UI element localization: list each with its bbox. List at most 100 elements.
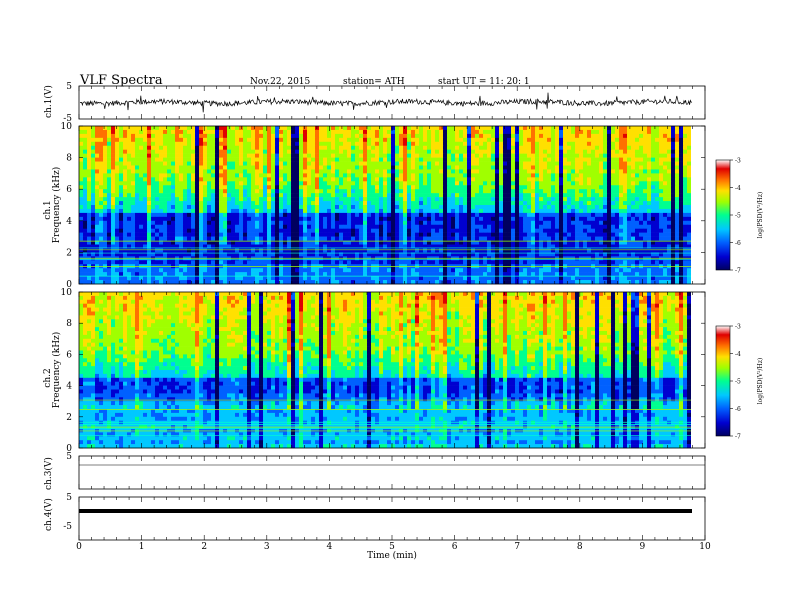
spectrogram-cell: [359, 240, 364, 245]
spectrogram-cell: [391, 224, 396, 229]
spectrogram-cell: [563, 240, 568, 245]
spectrogram-cell: [459, 173, 464, 178]
spectrogram-cell: [175, 205, 180, 210]
spectrogram-cell: [443, 208, 448, 214]
spectrogram-cell: [383, 236, 388, 241]
spectrogram-cell: [503, 177, 508, 182]
spectrogram-cell: [463, 169, 468, 174]
spectrogram-cell: [591, 193, 596, 198]
spectrogram-cell: [619, 193, 624, 198]
spectrogram-cell: [455, 208, 460, 214]
spectrogram-cell: [147, 248, 152, 253]
spectrogram-cell: [131, 236, 136, 241]
spectrogram-cell: [79, 149, 84, 154]
spectrogram-cell: [115, 236, 120, 241]
spectrogram-cell: [451, 133, 456, 139]
spectrogram-cell: [303, 228, 308, 233]
spectrogram-cell: [95, 193, 100, 198]
spectrogram-cell: [603, 197, 608, 202]
spectrogram-cell: [95, 177, 100, 182]
spectrogram-cell: [279, 232, 284, 237]
spectrogram-cell: [163, 126, 168, 131]
spectrogram-cell: [675, 240, 680, 245]
spectrogram-cell: [151, 181, 156, 186]
spectrogram-cell: [115, 244, 120, 249]
spectrogram-cell: [631, 228, 636, 233]
spectrogram-cell: [107, 228, 112, 233]
spectrogram-cell: [419, 216, 424, 222]
spectrogram-cell: [647, 205, 652, 210]
spectrogram-cell: [383, 137, 388, 143]
spectrogram-cell: [155, 208, 160, 214]
spectrogram-cell: [83, 137, 88, 143]
spectrogram-cell: [275, 216, 280, 222]
spectrogram-cell: [147, 244, 152, 249]
spectrogram-cell: [163, 137, 168, 143]
spectrogram-cell: [231, 212, 236, 218]
spectrogram-cell: [311, 177, 316, 182]
spectrogram-cell: [599, 145, 604, 150]
spectrogram-cell: [531, 220, 536, 226]
spectrogram-cell: [255, 129, 260, 135]
spectrogram-cell: [363, 216, 368, 222]
spectrogram-cell: [295, 236, 300, 241]
spectrogram-cell: [671, 185, 676, 190]
spectrogram-cell: [659, 161, 664, 166]
spectrogram-cell: [387, 133, 392, 139]
spectrogram-cell: [187, 126, 192, 131]
spectrogram-cell: [651, 185, 656, 190]
spectrogram-cell: [247, 177, 252, 182]
spectrogram-cell: [491, 248, 496, 253]
spectrogram-cell: [487, 205, 492, 210]
spectrogram-cell: [307, 145, 312, 150]
spectrogram-cell: [535, 248, 540, 253]
spectrogram-cell: [295, 137, 300, 143]
spectrogram-cell: [595, 145, 600, 150]
spectrogram-cell: [375, 201, 380, 206]
spectrogram-cell: [255, 157, 260, 162]
spectrogram-cell: [423, 165, 428, 170]
spectrogram-cell: [555, 129, 560, 135]
spectrogram-cell: [579, 244, 584, 249]
spectrogram-cell: [543, 181, 548, 186]
spectrogram-cell: [547, 244, 552, 249]
spectrogram-cell: [303, 248, 308, 253]
spectrogram-cell: [215, 193, 220, 198]
spectrogram-cell: [623, 126, 628, 131]
spectrogram-cell: [227, 153, 232, 158]
spectrogram-cell: [495, 248, 500, 253]
spectrogram-cell: [111, 224, 116, 229]
spectrogram-cell: [335, 189, 340, 194]
spectrogram-cell: [311, 169, 316, 174]
spectrogram-cell: [643, 232, 648, 237]
spectrogram-cell: [491, 240, 496, 245]
spectrogram-cell: [123, 126, 128, 131]
spectrogram-cell: [219, 236, 224, 241]
spectrogram-cell: [95, 232, 100, 237]
spectrogram-cell: [167, 161, 172, 166]
spectrogram-cell: [143, 240, 148, 245]
spectrogram-cell: [375, 212, 380, 218]
spectrogram-cell: [579, 129, 584, 135]
spectrogram-cell: [143, 165, 148, 170]
spectrogram-cell: [91, 126, 96, 131]
spectrogram-cell: [243, 212, 248, 218]
spectrogram-cell: [623, 145, 628, 150]
spectrogram-cell: [235, 205, 240, 210]
spectrogram-cell: [627, 157, 632, 162]
spectrogram-cell: [131, 129, 136, 135]
spectrogram-cell: [499, 197, 504, 202]
spectrogram-cell: [427, 193, 432, 198]
spectrogram-cell: [251, 161, 256, 166]
spectrogram-cell: [227, 141, 232, 147]
spectrogram-cell: [507, 149, 512, 154]
spectrogram-cell: [399, 129, 404, 135]
spectrogram-cell: [571, 153, 576, 158]
spectrogram-cell: [407, 177, 412, 182]
spectrogram-cell: [527, 208, 532, 214]
spectrogram-cell: [79, 165, 84, 170]
spectrogram-cell: [275, 157, 280, 162]
spectrogram-cell: [511, 201, 516, 206]
spectrogram-cell: [191, 193, 196, 198]
spectrogram-cell: [379, 197, 384, 202]
